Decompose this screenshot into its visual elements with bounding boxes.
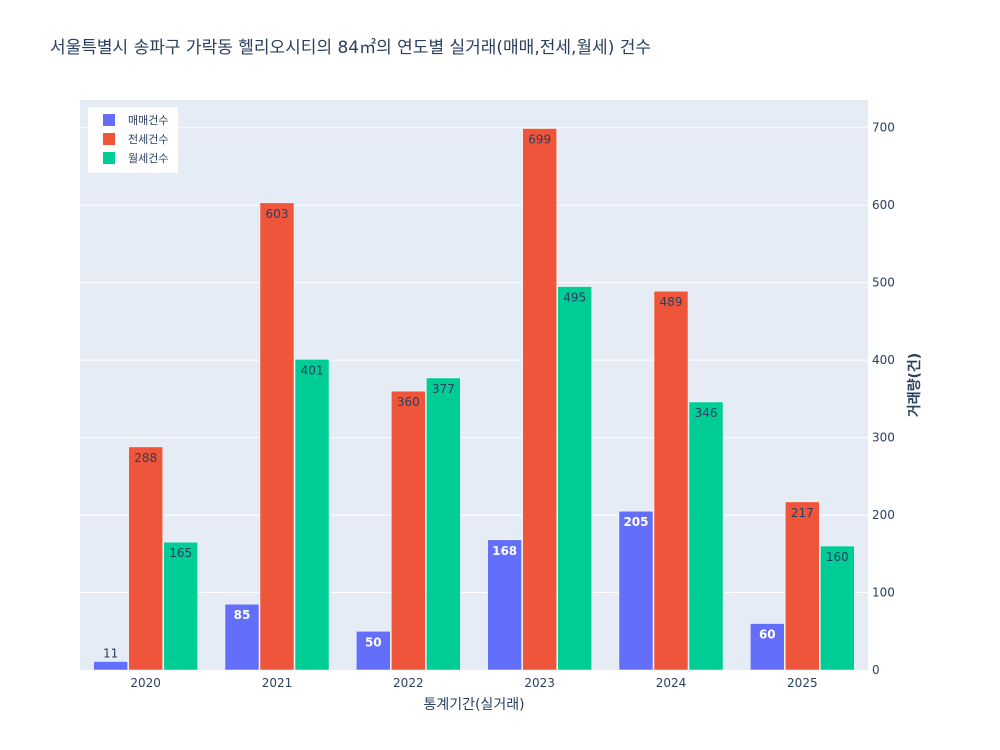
legend-swatch	[103, 133, 115, 145]
bar	[688, 401, 724, 671]
y-tick-label: 300	[872, 431, 895, 445]
x-tick-label: 2022	[393, 676, 424, 690]
bars	[93, 128, 855, 671]
bar-value-label: 346	[695, 406, 718, 420]
bar-value-label: 160	[826, 550, 849, 564]
bar	[487, 539, 522, 671]
bar-value-label: 489	[660, 295, 683, 309]
bar-value-label: 60	[759, 628, 776, 642]
bar-value-label: 360	[397, 395, 420, 409]
bar	[426, 377, 461, 671]
bar	[820, 545, 855, 671]
bar	[224, 603, 260, 671]
legend-entry: 전세건수	[128, 133, 168, 146]
y-tick-label: 700	[872, 121, 895, 135]
bar-value-label: 168	[492, 544, 517, 558]
bar-value-label: 165	[169, 546, 192, 560]
y-tick-labels: 0 100 200 300 400 500 600 700	[872, 121, 895, 677]
bar	[750, 623, 785, 671]
bar-value-label: 401	[301, 363, 324, 377]
x-axis-title: 통계기간(실거래)	[423, 697, 524, 713]
y-tick-label: 100	[872, 586, 895, 600]
y-tick-label: 0	[872, 663, 880, 677]
bar-value-label: 377	[432, 382, 455, 396]
legend-entry: 매매건수	[128, 114, 168, 127]
bar	[294, 359, 330, 671]
x-tick-label: 2021	[262, 676, 293, 690]
x-tick-label: 2023	[524, 676, 555, 690]
bar	[356, 631, 391, 671]
bar	[653, 290, 689, 671]
x-tick-label: 2020	[130, 676, 161, 690]
y-tick-label: 600	[872, 198, 895, 212]
legend-entry: 월세건수	[128, 152, 168, 165]
x-tick-label: 2025	[787, 676, 818, 690]
legend-swatch	[103, 152, 115, 164]
bar-value-label: 11	[103, 646, 118, 660]
legend-swatch	[103, 114, 115, 126]
bar-value-label: 495	[563, 291, 586, 305]
x-tick-labels: 2020 2021 2022 2023 2024 2025	[130, 676, 817, 690]
bar-value-label: 50	[365, 635, 382, 649]
bar	[557, 286, 592, 671]
gridlines	[80, 127, 868, 594]
chart-title: 서울특별시 송파구 가락동 헬리오시티의 84㎡의 연도별 실거래(매매,전세,…	[50, 38, 652, 58]
plot-background	[80, 100, 868, 670]
bar	[785, 501, 820, 671]
bar	[93, 661, 128, 671]
y-axis-title: 거래량(건)	[906, 353, 923, 417]
bar	[163, 541, 198, 671]
bar	[259, 202, 295, 671]
x-tick-label: 2024	[656, 676, 687, 690]
y-tick-label: 200	[872, 508, 895, 522]
bar-value-label: 205	[623, 515, 648, 529]
bar	[391, 390, 426, 671]
bar-value-label: 699	[528, 133, 551, 147]
bar	[522, 128, 557, 671]
bar-value-label: 603	[266, 207, 289, 221]
bar	[128, 446, 163, 671]
bar-value-label: 217	[791, 506, 814, 520]
y-tick-label: 400	[872, 353, 895, 367]
bar-labels: 11 288 165 85 603 401 50 360 377 168 699 495 205 489 3…	[103, 133, 849, 661]
bar	[618, 510, 654, 671]
bar-value-label: 85	[234, 608, 251, 622]
bar-value-label: 288	[134, 451, 157, 465]
y-tick-label: 500	[872, 276, 895, 290]
